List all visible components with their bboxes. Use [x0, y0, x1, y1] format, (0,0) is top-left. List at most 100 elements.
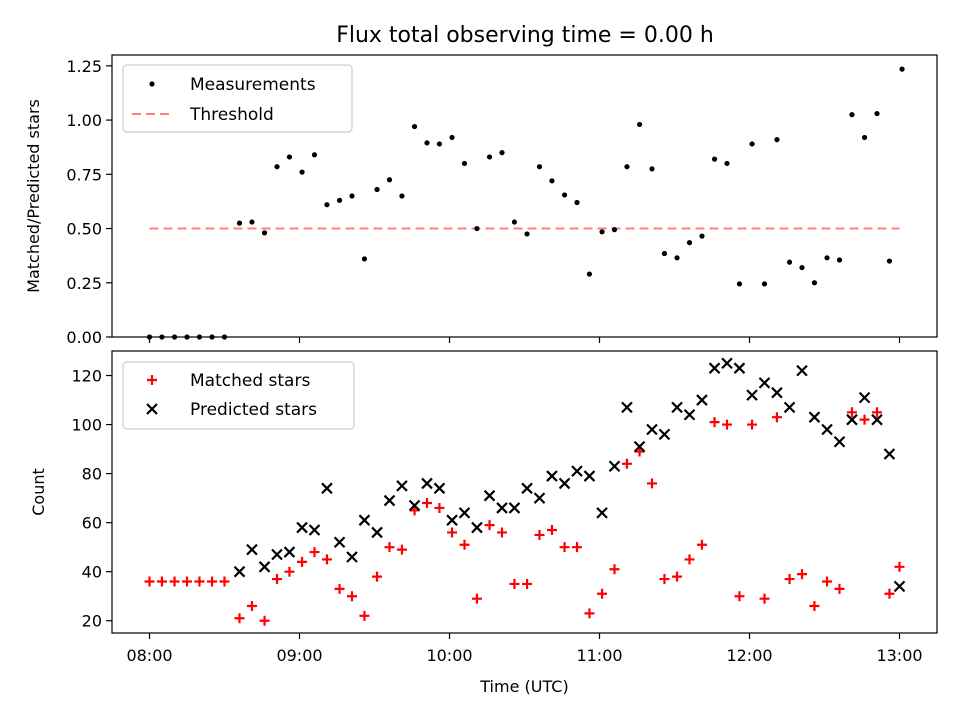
matched-star-point [834, 583, 845, 594]
legend-predicted-label: Predicted stars [190, 400, 317, 420]
matched-star-point [347, 591, 357, 602]
matched-star-point [169, 576, 180, 587]
y-axis-label: Matched/Predicted stars [24, 99, 43, 293]
matched-star-point [297, 556, 308, 567]
measurement-point [311, 152, 318, 158]
matched-star-point [144, 576, 155, 587]
matched-star-point [872, 407, 882, 418]
measurement-point [824, 255, 830, 261]
measurement-point [611, 227, 618, 233]
predicted-star-point [671, 401, 683, 414]
predicted-star-point [683, 408, 696, 421]
top-panel: 0.00 0.25 0.50 0.75 1.00 1.25 Matched/Predicte… [24, 54, 938, 347]
measurement-point [674, 255, 680, 261]
predicted-star-point [271, 548, 283, 561]
predicted-star-point [533, 492, 546, 504]
predicted-star-point [408, 499, 421, 512]
predicted-star-point [696, 394, 708, 406]
predicted-star-point [333, 536, 346, 549]
measurement-point [786, 259, 793, 265]
predicted-star-point [358, 514, 371, 526]
bottom-axes-frame [111, 350, 938, 634]
bottom-panel: 20 40 60 80 100 120 08:00 09:00 10:00 11:00 12:00 1… [29, 350, 938, 696]
predicted-star-point [758, 377, 771, 389]
predicted-star-point [383, 494, 396, 507]
measurement-point [549, 178, 555, 184]
matched-star-point [321, 554, 332, 565]
y-tick-label: 80 [82, 465, 102, 484]
y-tick-label: 20 [82, 612, 102, 631]
measurement-point [449, 134, 455, 141]
predicted-star-point [283, 546, 296, 558]
legend-threshold-label: Threshold [189, 105, 274, 125]
predicted-star-point [246, 543, 258, 556]
y-tick-label: 0.00 [66, 328, 102, 347]
matched-star-point [422, 498, 432, 509]
measurement-point [799, 264, 805, 271]
predicted-star-point [808, 411, 821, 423]
predicted-star-point [783, 401, 796, 414]
predicted-stars-series [233, 357, 906, 593]
predicted-star-point [396, 480, 408, 492]
y-tick-label: 0.50 [66, 220, 102, 239]
predicted-star-point [346, 551, 358, 563]
matched-star-point [309, 547, 320, 558]
predicted-star-point [658, 428, 671, 441]
predicted-star-point [608, 460, 621, 473]
measurement-point [624, 164, 630, 170]
matched-star-point [634, 446, 645, 457]
predicted-star-point [458, 507, 471, 519]
measurement-point [724, 160, 730, 167]
predicted-star-point [433, 482, 446, 495]
predicted-star-point [571, 465, 583, 477]
measurement-point [736, 281, 743, 287]
measurement-point [349, 193, 355, 199]
top-legend: Measurements Threshold [122, 64, 353, 133]
matched-star-point [246, 601, 257, 612]
measurement-point [461, 160, 468, 167]
matched-star-point [621, 458, 632, 469]
predicted-star-point [583, 470, 596, 482]
measurement-point [886, 258, 893, 264]
predicted-star-point [321, 482, 333, 495]
predicted-star-point [483, 489, 496, 502]
measurement-point [861, 134, 868, 141]
matched-star-point [546, 525, 557, 536]
matched-star-point [659, 574, 670, 585]
predicted-star-point [446, 514, 458, 526]
predicted-star-point [258, 561, 271, 573]
measurement-point [586, 271, 593, 277]
matched-star-point [672, 571, 683, 582]
measurement-point [561, 192, 568, 198]
predicted-star-point [883, 448, 896, 460]
y-tick-label: 120 [71, 367, 102, 386]
predicted-star-point [893, 580, 906, 593]
predicted-star-point [708, 362, 721, 374]
measurement-point [424, 140, 430, 146]
predicted-star-point [521, 482, 533, 495]
measurement-point [436, 141, 443, 147]
y-tick-label: 100 [71, 416, 102, 435]
legend-matched-marker [147, 375, 157, 385]
measurement-point [399, 193, 405, 199]
matched-star-point [572, 542, 582, 553]
predicted-star-point [833, 435, 846, 448]
predicted-star-point [421, 477, 433, 490]
matched-star-point [709, 417, 720, 428]
legend-measurement-marker [149, 81, 155, 87]
matched-star-point [396, 544, 407, 555]
matched-star-point [194, 576, 205, 587]
measurement-point [686, 240, 693, 246]
measurement-point [261, 230, 268, 236]
predicted-star-point [596, 507, 608, 519]
predicted-star-point [721, 357, 733, 370]
predicted-star-point [846, 413, 858, 426]
matched-star-point [584, 608, 595, 619]
matched-star-point [372, 571, 383, 582]
x-tick-label: 09:00 [276, 646, 322, 665]
predicted-star-point [296, 521, 308, 534]
matched-star-point [734, 591, 745, 602]
predicted-star-point [646, 423, 658, 436]
predicted-star-point [371, 526, 383, 539]
predicted-star-point [308, 524, 321, 536]
